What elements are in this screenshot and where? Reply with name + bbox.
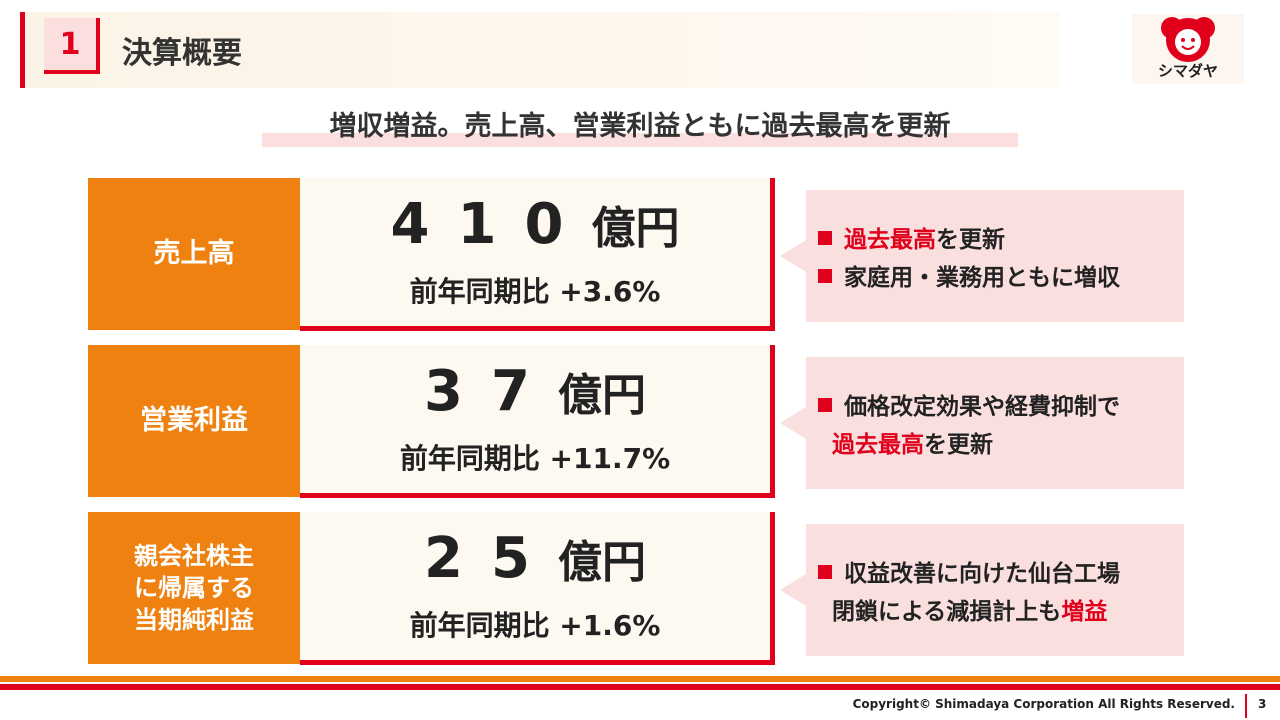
- section-title: 決算概要: [122, 36, 242, 71]
- note-line: 閉鎖による減損計上も増益: [818, 592, 1107, 626]
- note-text: 収益改善に向けた仙台工場: [844, 561, 1120, 587]
- note-text: 価格改定効果や経費抑制で: [844, 394, 1120, 420]
- headline-underline: [262, 133, 1018, 147]
- bullet: [818, 231, 832, 245]
- unit: 億円: [591, 203, 680, 254]
- footer-band: [0, 684, 1280, 690]
- note-line: 価格改定効果や経費抑制で: [818, 387, 1120, 421]
- note-text: を更新: [936, 227, 1005, 253]
- headline: 増収増益。売上高、営業利益ともに過去最高を更新: [329, 111, 951, 142]
- section-number: 1: [44, 18, 100, 74]
- note-line: 収益改善に向けた仙台工場: [818, 554, 1120, 588]
- yoy: 前年同期比 +11.7%: [399, 442, 671, 475]
- yoy: 前年同期比 +3.6%: [409, 275, 661, 308]
- note-box: 価格改定効果や経費抑制で過去最高を更新: [780, 357, 1184, 489]
- note-text: 過去最高: [844, 227, 936, 253]
- note-line: 家庭用・業務用ともに増収: [818, 258, 1120, 292]
- logo-mark: シマダヤ: [1158, 17, 1218, 80]
- note-pointer: [780, 407, 806, 439]
- note-line: 過去最高を更新: [818, 425, 993, 459]
- row-label: 親会社株主 に帰属する 当期純利益: [88, 512, 300, 664]
- bullet: [818, 565, 832, 579]
- value: 410: [390, 192, 592, 257]
- value-box: 25億円前年同期比 +1.6%: [300, 512, 775, 665]
- row-label: 売上高: [88, 178, 300, 330]
- footer-band: [0, 676, 1280, 682]
- bullet: [818, 398, 832, 412]
- row-label: 営業利益: [88, 345, 300, 497]
- unit: 億円: [557, 537, 646, 588]
- yoy: 前年同期比 +1.6%: [409, 609, 661, 642]
- note-pointer: [780, 240, 806, 272]
- copyright: Copyright© Shimadaya Corporation All Rig…: [852, 697, 1235, 711]
- note-text: 過去最高: [832, 432, 924, 458]
- note-pointer: [780, 574, 806, 606]
- separator: [1245, 694, 1247, 718]
- note-text: 増益: [1061, 599, 1108, 625]
- note-text: を更新: [924, 432, 993, 458]
- logo-text: シマダヤ: [1158, 62, 1218, 80]
- note-box: 収益改善に向けた仙台工場閉鎖による減損計上も増益: [780, 524, 1184, 656]
- value-box: 410億円前年同期比 +3.6%: [300, 178, 775, 331]
- bullet: [818, 269, 832, 283]
- page-number: 3: [1258, 697, 1267, 711]
- note-line: 過去最高を更新: [818, 220, 1005, 254]
- value-box: 37億円前年同期比 +11.7%: [300, 345, 775, 498]
- note-text: 家庭用・業務用ともに増収: [844, 265, 1120, 291]
- value: 37: [424, 359, 558, 424]
- header-accent: [20, 12, 25, 88]
- unit: 億円: [557, 370, 646, 421]
- value: 25: [424, 526, 558, 591]
- value-line: 25億円: [300, 526, 770, 591]
- logo: シマダヤ: [1132, 14, 1244, 84]
- note-box: 過去最高を更新家庭用・業務用ともに増収: [780, 190, 1184, 322]
- note-text: 閉鎖による減損計上も: [832, 599, 1062, 625]
- value-line: 37億円: [300, 359, 770, 424]
- header-band: [20, 12, 1060, 88]
- value-line: 410億円: [300, 192, 770, 257]
